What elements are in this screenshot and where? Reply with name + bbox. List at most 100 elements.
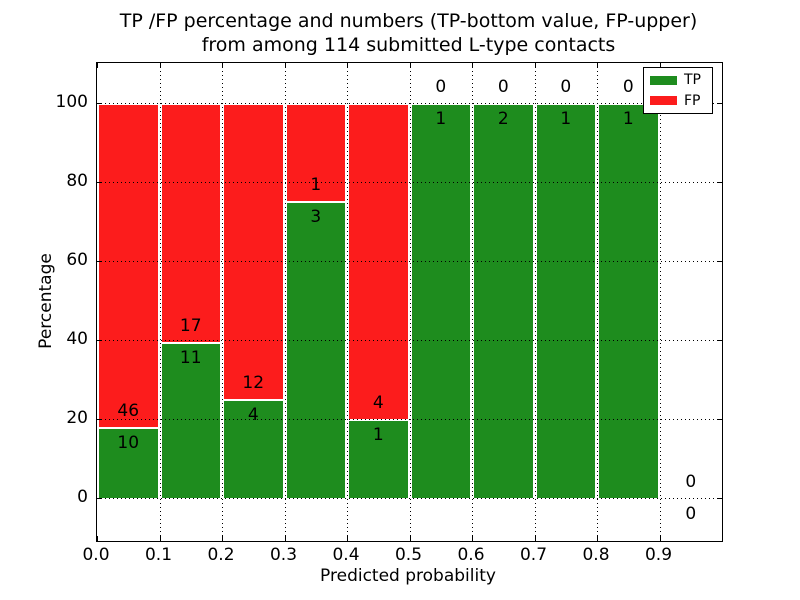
x-tick-label: 0.8 <box>582 545 610 565</box>
x-tick-mark-top <box>97 63 98 68</box>
x-tick-label: 0.4 <box>332 545 360 565</box>
bar-segment-fp <box>284 102 347 202</box>
chart-title-line2: from among 114 submitted L-type contacts <box>201 34 616 56</box>
gridline-vertical <box>472 63 473 541</box>
bar-segment-tp <box>409 102 472 498</box>
gridline-vertical <box>159 63 161 541</box>
x-tick-mark <box>659 536 661 541</box>
gridline-vertical <box>347 63 348 541</box>
x-tick-mark <box>97 536 98 541</box>
legend-entry-fp: FP <box>650 93 706 109</box>
x-tick-label: 0.3 <box>269 545 298 565</box>
x-tick-mark <box>534 536 536 541</box>
x-tick-label: 0.5 <box>394 545 423 565</box>
y-tick-mark-right <box>717 102 722 104</box>
tp-count-label: 2 <box>497 108 509 129</box>
x-tick-label: 0.6 <box>457 545 485 565</box>
tp-count-label: 3 <box>310 207 322 228</box>
legend-entry-tp: TP <box>650 72 706 88</box>
x-tick-mark <box>159 536 161 541</box>
tp-swatch-icon <box>650 75 677 85</box>
x-tick-mark-top <box>472 63 473 68</box>
tp-count-label: 1 <box>435 108 447 129</box>
tp-count-label: 1 <box>372 424 384 445</box>
bar-segment-tp <box>284 201 347 498</box>
legend-label-fp: FP <box>684 92 701 109</box>
tp-count-label: 11 <box>179 348 202 369</box>
bar-segment-tp <box>597 102 660 498</box>
x-tick-mark-top <box>284 63 286 68</box>
y-tick-label: 60 <box>66 249 88 270</box>
x-tick-mark <box>409 536 411 541</box>
x-tick-mark-top <box>409 63 411 68</box>
fp-count-label: 0 <box>497 76 509 97</box>
x-tick-mark-top <box>347 63 348 68</box>
bar-segment-fp <box>159 102 222 343</box>
fp-count-label: 17 <box>179 316 202 337</box>
y-tick-label: 100 <box>55 91 88 112</box>
x-tick-mark <box>222 536 223 541</box>
tp-count-label: 10 <box>117 432 140 453</box>
x-tick-label: 0.9 <box>644 545 673 565</box>
y-axis-label: Percentage <box>36 253 56 349</box>
fp-count-label: 0 <box>685 471 697 492</box>
fp-count-label: 0 <box>622 76 634 97</box>
y-tick-mark <box>97 260 102 262</box>
y-tick-mark-right <box>717 418 722 420</box>
bar-segment-tp <box>472 102 535 498</box>
x-tick-mark-top <box>222 63 223 68</box>
chart-title: TP /FP percentage and numbers (TP-bottom… <box>96 9 721 57</box>
tp-count-label: 1 <box>622 108 634 129</box>
bar-segment-tp <box>222 398 285 498</box>
y-tick-mark-right <box>717 260 722 262</box>
bar-segment-tp <box>97 426 160 498</box>
y-tick-mark <box>97 497 102 499</box>
y-tick-label: 0 <box>77 486 88 507</box>
x-tick-label: 0.7 <box>519 545 548 565</box>
gridline-vertical <box>409 63 411 541</box>
fp-count-label: 1 <box>310 175 322 196</box>
legend: TP FP <box>643 67 713 114</box>
y-tick-mark <box>97 339 102 341</box>
x-tick-mark-top <box>159 63 161 68</box>
gridline-vertical <box>597 63 598 541</box>
y-tick-mark <box>97 418 102 420</box>
legend-label-tp: TP <box>684 72 701 89</box>
bar-segment-fp <box>222 102 285 399</box>
y-tick-label: 80 <box>66 170 88 191</box>
y-tick-mark <box>97 181 102 183</box>
gridline-vertical <box>284 63 286 541</box>
gridline-vertical <box>534 63 536 541</box>
fp-count-label: 0 <box>560 76 572 97</box>
gridline-vertical <box>222 63 223 541</box>
tp-count-label: 4 <box>247 404 259 425</box>
fp-count-label: 46 <box>117 400 140 421</box>
y-tick-mark-right <box>717 497 722 499</box>
bar-segment-tp <box>159 342 222 498</box>
bar-segment-tp <box>347 418 410 498</box>
y-tick-mark-right <box>717 339 722 341</box>
x-tick-label: 0.0 <box>82 545 110 565</box>
bar-segment-fp <box>97 102 160 427</box>
y-tick-mark-right <box>717 181 722 183</box>
y-tick-mark <box>97 102 102 104</box>
gridline-vertical <box>659 63 661 541</box>
x-tick-mark-top <box>534 63 536 68</box>
fp-count-label: 0 <box>435 76 447 97</box>
x-tick-mark-top <box>597 63 598 68</box>
x-tick-label: 0.2 <box>207 545 235 565</box>
tp-count-label: 1 <box>560 108 572 129</box>
y-tick-label: 20 <box>66 407 88 428</box>
fp-swatch-icon <box>650 96 677 106</box>
x-tick-mark <box>472 536 473 541</box>
x-tick-label: 0.1 <box>144 545 173 565</box>
x-tick-mark-top <box>659 63 661 68</box>
x-axis-label: Predicted probability <box>320 566 496 586</box>
x-tick-mark <box>347 536 348 541</box>
fp-count-label: 4 <box>372 392 384 413</box>
x-tick-mark <box>284 536 286 541</box>
plot-area: 46 10 17 11 12 4 1 3 4 1 0 1 0 2 0 1 0 1 0 0 TP FP <box>96 62 723 542</box>
x-tick-mark <box>597 536 598 541</box>
chart-title-line1: TP /FP percentage and numbers (TP-bottom… <box>119 10 698 32</box>
